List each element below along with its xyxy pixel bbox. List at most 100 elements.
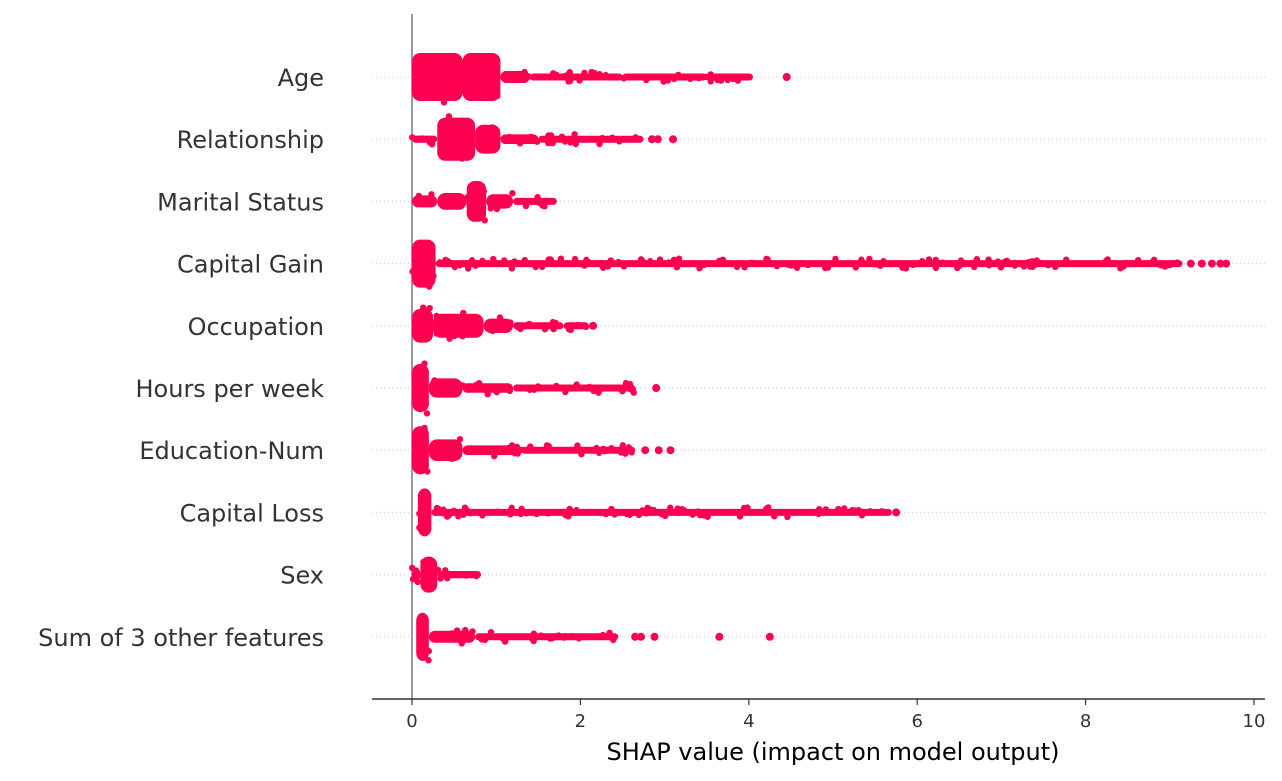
shap-point — [822, 264, 829, 272]
shap-point — [957, 257, 965, 264]
shap-point — [496, 314, 504, 321]
shap-point — [558, 133, 566, 140]
shap-point — [416, 510, 423, 517]
swarm-segment — [437, 117, 476, 161]
shap-point — [994, 258, 1002, 265]
feature-label: Capital Gain — [177, 251, 324, 279]
shap-point — [674, 505, 681, 512]
shap-point — [480, 635, 488, 642]
feature-label: Sex — [280, 562, 324, 590]
x-tick-label: 4 — [743, 711, 754, 732]
shap-point — [449, 378, 456, 386]
shap-point — [418, 526, 425, 534]
shap-point — [1173, 259, 1181, 266]
shap-point — [590, 446, 598, 454]
feature-row-sum-of-3-other-features — [416, 612, 774, 664]
shap-point — [511, 450, 518, 457]
shap-point — [426, 200, 433, 208]
shap-point — [985, 256, 992, 263]
shap-point — [455, 512, 462, 520]
shap-point — [501, 71, 509, 78]
shap-point — [553, 71, 560, 79]
shap-point — [546, 635, 554, 642]
outlier-point — [652, 384, 661, 392]
shap-point — [445, 511, 453, 519]
shap-point — [695, 74, 703, 82]
shap-point — [452, 630, 459, 637]
shap-point — [602, 71, 609, 79]
shap-point — [459, 135, 466, 142]
shap-point — [448, 455, 456, 462]
shap-point — [473, 572, 480, 580]
outlier-point — [669, 135, 678, 144]
shap-point — [419, 572, 426, 579]
shap-point — [508, 265, 516, 272]
shap-point — [458, 144, 465, 151]
outlier-point — [1186, 259, 1195, 268]
shap-point — [573, 506, 580, 514]
shap-point — [866, 255, 873, 263]
shap-point — [719, 256, 727, 263]
shap-point — [1117, 265, 1124, 272]
shap-point — [445, 382, 453, 390]
shap-point — [446, 335, 453, 342]
shap-point — [420, 654, 427, 661]
shap-point — [694, 508, 702, 515]
shap-point — [432, 447, 440, 455]
shap-point — [409, 134, 416, 141]
shap-point — [574, 442, 581, 449]
shap-point — [493, 388, 500, 396]
shap-point — [454, 200, 462, 208]
feature-row-marital-status — [412, 181, 557, 224]
shap-point — [480, 446, 487, 453]
outlier-point — [589, 321, 598, 330]
shap-point — [608, 446, 616, 453]
shap-point — [444, 574, 451, 582]
shap-point — [639, 507, 646, 514]
feature-row-capital-loss — [416, 488, 901, 537]
shap-point — [436, 259, 444, 266]
shap-point — [822, 506, 830, 513]
shap-point — [534, 383, 542, 390]
shap-point — [625, 444, 632, 451]
shap-point — [516, 140, 524, 147]
shap-point — [1029, 263, 1037, 270]
shap-point — [1020, 263, 1028, 270]
shap-point — [460, 511, 467, 518]
shap-point — [701, 512, 708, 519]
shap-point — [458, 155, 466, 162]
outlier-point — [641, 446, 650, 455]
shap-point — [567, 326, 574, 334]
shap-point — [585, 135, 592, 143]
shap-point — [518, 446, 525, 454]
feature-row-relationship — [409, 113, 678, 162]
shap-point — [599, 631, 607, 639]
shap-point — [581, 262, 588, 269]
shap-point — [425, 657, 432, 664]
shap-point — [588, 68, 595, 76]
shap-point — [462, 626, 469, 634]
feature-label: Capital Loss — [180, 499, 324, 527]
outlier-point — [666, 446, 675, 455]
shap-point — [467, 509, 474, 517]
shap-point — [481, 217, 488, 224]
shap-point — [506, 133, 513, 141]
shap-point — [480, 141, 487, 149]
shap-point — [736, 513, 744, 520]
shap-point — [501, 136, 509, 143]
shap-point — [438, 60, 445, 67]
shap-point — [748, 259, 755, 267]
shap-point — [532, 263, 539, 271]
shap-point — [513, 443, 521, 451]
shap-point — [596, 71, 603, 78]
shap-point — [1046, 260, 1053, 268]
shap-point — [858, 256, 865, 263]
shap-point — [544, 197, 551, 205]
shap-point — [827, 260, 834, 267]
shap-point — [733, 263, 741, 271]
shap-point — [440, 510, 447, 517]
shap-point — [939, 259, 946, 266]
swarm-segment — [428, 439, 463, 461]
shap-point — [744, 504, 751, 511]
shap-point — [494, 508, 502, 515]
